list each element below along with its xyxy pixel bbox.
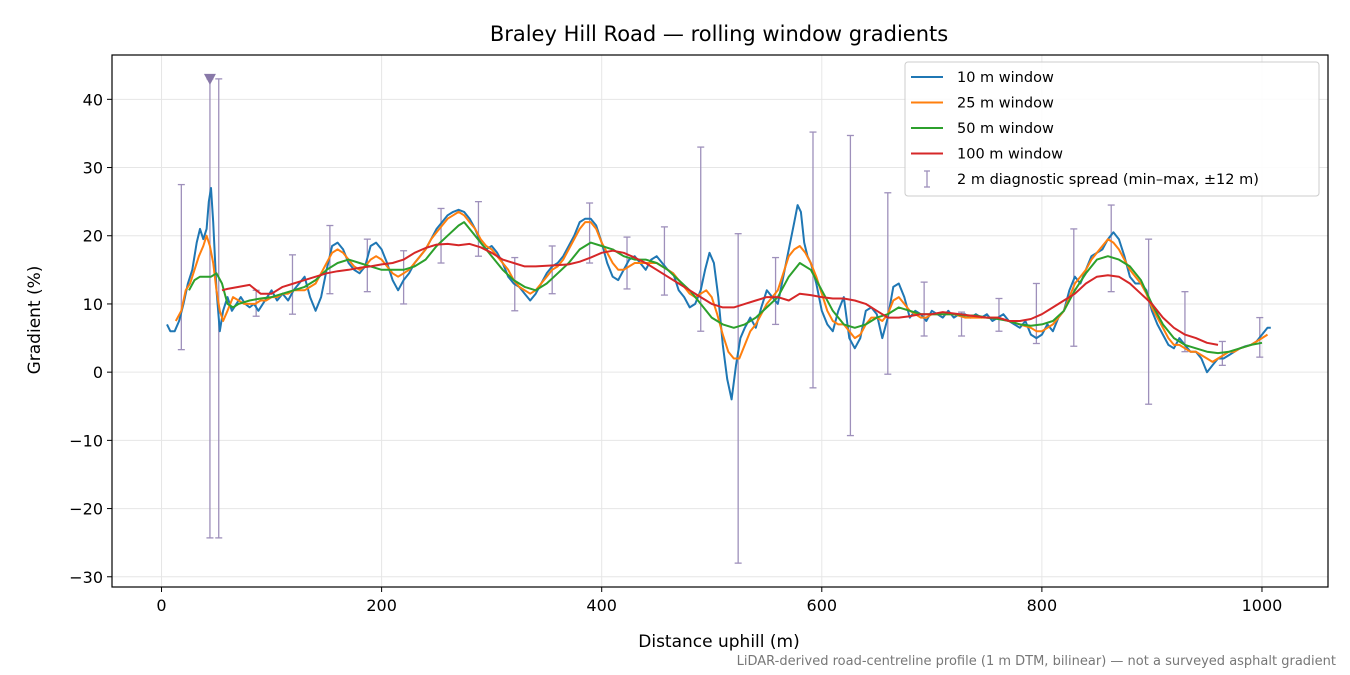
- legend-label: 50 m window: [957, 121, 1054, 137]
- y-tick-label: 0: [93, 363, 103, 382]
- y-axis-label: Gradient (%): [25, 266, 45, 375]
- spread-bar: [177, 183, 185, 351]
- y-tick-label: 30: [83, 159, 103, 178]
- x-tick-label: 1000: [1242, 596, 1283, 615]
- y-tick-label: −30: [69, 568, 103, 587]
- y-tick-label: 10: [83, 295, 103, 314]
- y-tick-label: 40: [83, 90, 103, 109]
- x-tick-label: 200: [366, 596, 397, 615]
- x-tick-label: 800: [1027, 596, 1058, 615]
- y-tick-label: −20: [69, 500, 103, 519]
- x-tick-label: 0: [156, 596, 166, 615]
- x-tick-label: 400: [586, 596, 617, 615]
- spread-bar: [586, 202, 594, 264]
- off-scale-marker: [203, 73, 216, 85]
- y-tick-label: 20: [83, 227, 103, 246]
- x-axis-label: Distance uphill (m): [638, 632, 799, 652]
- spread-bar: [920, 281, 928, 337]
- footnote: LiDAR-derived road-centreline profile (1…: [737, 654, 1336, 669]
- grid-lines: [112, 55, 1328, 587]
- spread-bar: [772, 256, 780, 326]
- legend-swatch-spread: [924, 170, 930, 188]
- spread-bar: [995, 297, 1003, 332]
- y-tick-label: −10: [69, 431, 103, 450]
- spread-bar: [846, 134, 854, 437]
- spread-bar: [660, 226, 668, 296]
- legend: 10 m window 25 m window 50 m window 100 m w…: [904, 61, 1320, 197]
- spread-bar: [697, 146, 705, 332]
- legend-box: [904, 61, 1320, 197]
- legend-label: 100 m window: [957, 147, 1063, 163]
- spread-bar: [437, 207, 445, 264]
- spread-bar: [1032, 282, 1040, 345]
- chart-title: Braley Hill Road — rolling window gradie…: [490, 22, 948, 46]
- spread-bar: [1145, 238, 1153, 405]
- plot-frame: [111, 54, 1329, 588]
- spread-bar: [734, 233, 742, 564]
- series-lines: [166, 187, 1271, 401]
- y-axis-ticks: −30 −20 −10 0 10 20 30 40: [69, 90, 112, 587]
- spread-bar: [809, 131, 817, 389]
- legend-label: 2 m diagnostic spread (min–max, ±12 m): [957, 172, 1259, 188]
- series-line-4: [221, 242, 1219, 346]
- x-axis-ticks: 0 200 400 600 800 1000: [156, 587, 1282, 615]
- legend-label: 10 m window: [957, 70, 1054, 86]
- spread-bar: [884, 192, 892, 375]
- x-tick-label: 600: [807, 596, 838, 615]
- spread-bar: [1107, 204, 1115, 293]
- spread-bar: [1181, 291, 1189, 353]
- legend-label: 25 m window: [957, 96, 1054, 112]
